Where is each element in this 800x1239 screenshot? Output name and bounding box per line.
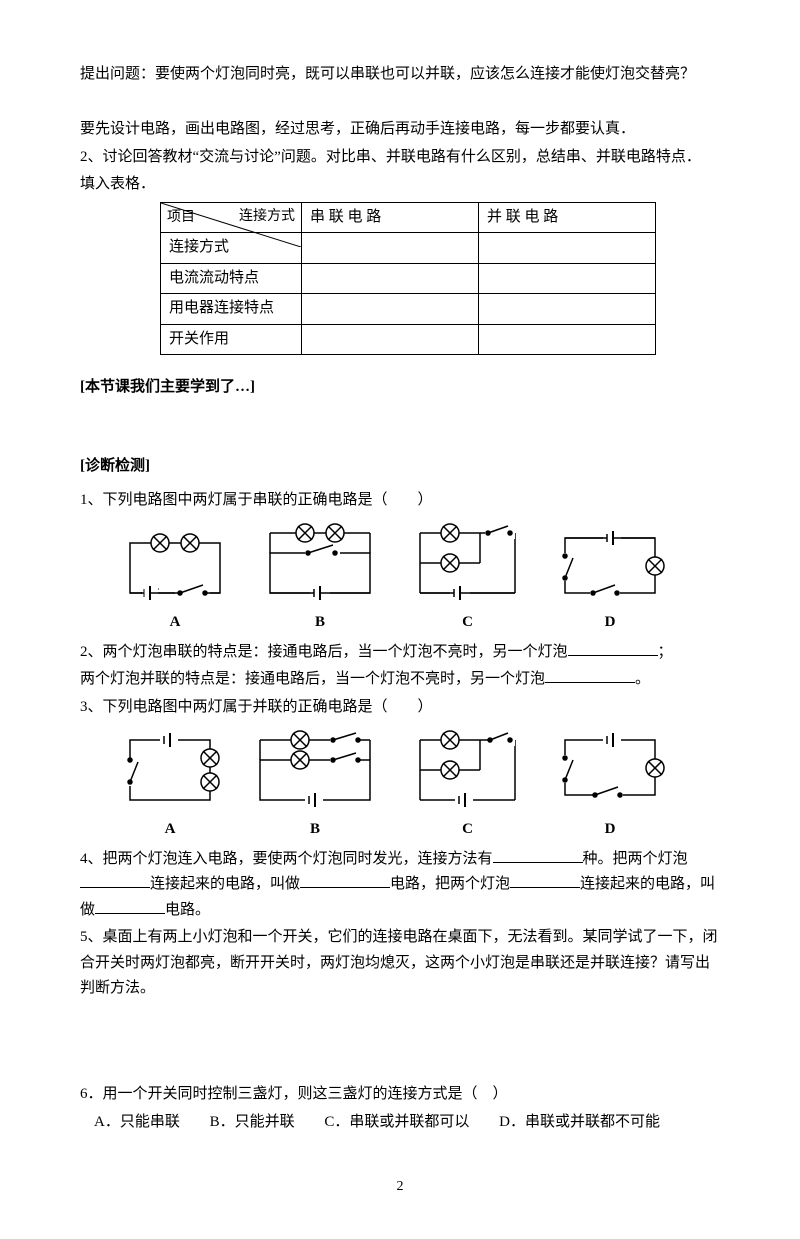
q6-opt-c: C．串联或并联都可以: [324, 1114, 469, 1130]
q2-line2: 两个灯泡并联的特点是：接通电路后，当一个灯泡不亮时，另一个灯泡 。: [80, 667, 720, 693]
table-cell: [479, 294, 656, 325]
circuit-label: B: [260, 610, 380, 636]
circuit-q3-d: D: [555, 730, 665, 843]
table-cell: [479, 324, 656, 355]
circuit-label: C: [410, 610, 525, 636]
blank: [80, 872, 150, 888]
circuit-label: A: [120, 610, 230, 636]
q2-l2a: 两个灯泡并联的特点是：接通电路后，当一个灯泡不亮时，另一个灯泡: [80, 671, 545, 687]
q6-opt-a: A．只能串联: [94, 1114, 180, 1130]
q3-text: 3、下列电路图中两灯属于并联的正确电路是（ ）: [80, 695, 720, 721]
blank: [95, 898, 165, 914]
intro-design: 要先设计电路，画出电路图，经过思考，正确后再动手连接电路，每一步都要认真．: [80, 117, 720, 143]
table-cell: [302, 233, 479, 264]
circuit-q1-c: C: [410, 523, 525, 636]
q4-f: 电路。: [165, 902, 210, 918]
intro-discuss: 2、讨论回答教材“交流与讨论”问题。对比串、并联电路有什么区别，总结串、并联电路…: [80, 145, 720, 171]
table-cell: [479, 233, 656, 264]
q4-a: 4、把两个灯泡连入电路，要使两个灯泡同时发光，连接方法有: [80, 851, 493, 867]
circuit-q1-d: D: [555, 528, 665, 636]
q6-opt-b: B．只能并联: [210, 1114, 295, 1130]
q2-l1a: 2、两个灯泡串联的特点是：接通电路后，当一个灯泡不亮时，另一个灯泡: [80, 644, 568, 660]
col-parallel-header: 并 联 电 路: [479, 202, 656, 233]
table-row: 用电器连接特点: [161, 294, 302, 325]
q4-d: 电路，把两个灯泡: [390, 876, 510, 892]
table-cell: [302, 294, 479, 325]
q1-circuits: A B C: [120, 523, 720, 636]
q6-options: A．只能串联 B．只能并联 C．串联或并联都可以 D．串联或并联都不可能: [94, 1110, 720, 1136]
q2-l2b: 。: [635, 671, 650, 687]
circuit-label: C: [410, 817, 525, 843]
blank: [510, 872, 580, 888]
blank: [300, 872, 390, 888]
fill-table-label: 填入表格．: [80, 172, 720, 198]
table-row: 开关作用: [161, 324, 302, 355]
circuit-q1-a: A: [120, 533, 230, 636]
circuit-label: D: [555, 817, 665, 843]
col-series-header: 串 联 电 路: [302, 202, 479, 233]
diagnostic-heading: [诊断检测]: [80, 454, 720, 480]
diag-bot-label: 项目: [167, 206, 195, 230]
q6-opt-d: D．串联或并联都不可能: [499, 1114, 660, 1130]
q1-text: 1、下列电路图中两灯属于串联的正确电路是（ ）: [80, 488, 720, 514]
q5-text: 5、桌面上有两上小灯泡和一个开关，它们的连接电路在桌面下，无法看到。某同学试了一…: [80, 925, 720, 1002]
intro-question: 提出问题：要使两个灯泡同时亮，既可以串联也可以并联，应该怎么连接才能使灯泡交替亮…: [80, 62, 720, 88]
circuit-q1-b: B: [260, 523, 380, 636]
q2-line1: 2、两个灯泡串联的特点是：接通电路后，当一个灯泡不亮时，另一个灯泡 ；: [80, 640, 720, 666]
table-cell: [479, 263, 656, 294]
q4-text: 4、把两个灯泡连入电路，要使两个灯泡同时发光，连接方法有 种。把两个灯泡连接起来的…: [80, 847, 720, 924]
table-row: 电流流动特点: [161, 263, 302, 294]
q4-b: 种。把两个灯泡: [583, 851, 688, 867]
circuit-label: B: [250, 817, 380, 843]
circuit-q3-a: A: [120, 730, 220, 843]
circuit-label: A: [120, 817, 220, 843]
diag-top-label: 连接方式: [239, 205, 295, 229]
q4-c: 连接起来的电路，叫做: [150, 876, 300, 892]
table-cell: [302, 324, 479, 355]
blank: [493, 847, 583, 863]
blank: [568, 640, 658, 656]
table-cell: [302, 263, 479, 294]
q2-l1b: ；: [658, 644, 673, 660]
q6-stem: 6．用一个开关同时控制三盏灯，则这三盏灯的连接方式是（ ）: [80, 1082, 720, 1108]
q3-circuits: A B C: [120, 730, 720, 843]
table-diag-header: 连接方式 项目: [161, 202, 302, 233]
circuit-label: D: [555, 610, 665, 636]
circuit-q3-b: B: [250, 730, 380, 843]
circuit-q3-c: C: [410, 730, 525, 843]
blank: [545, 667, 635, 683]
learned-heading: [本节课我们主要学到了…]: [80, 375, 720, 401]
comparison-table: 连接方式 项目 串 联 电 路 并 联 电 路 连接方式 电流流动特点 用电器连…: [160, 202, 656, 356]
page-number: 2: [80, 1175, 720, 1199]
